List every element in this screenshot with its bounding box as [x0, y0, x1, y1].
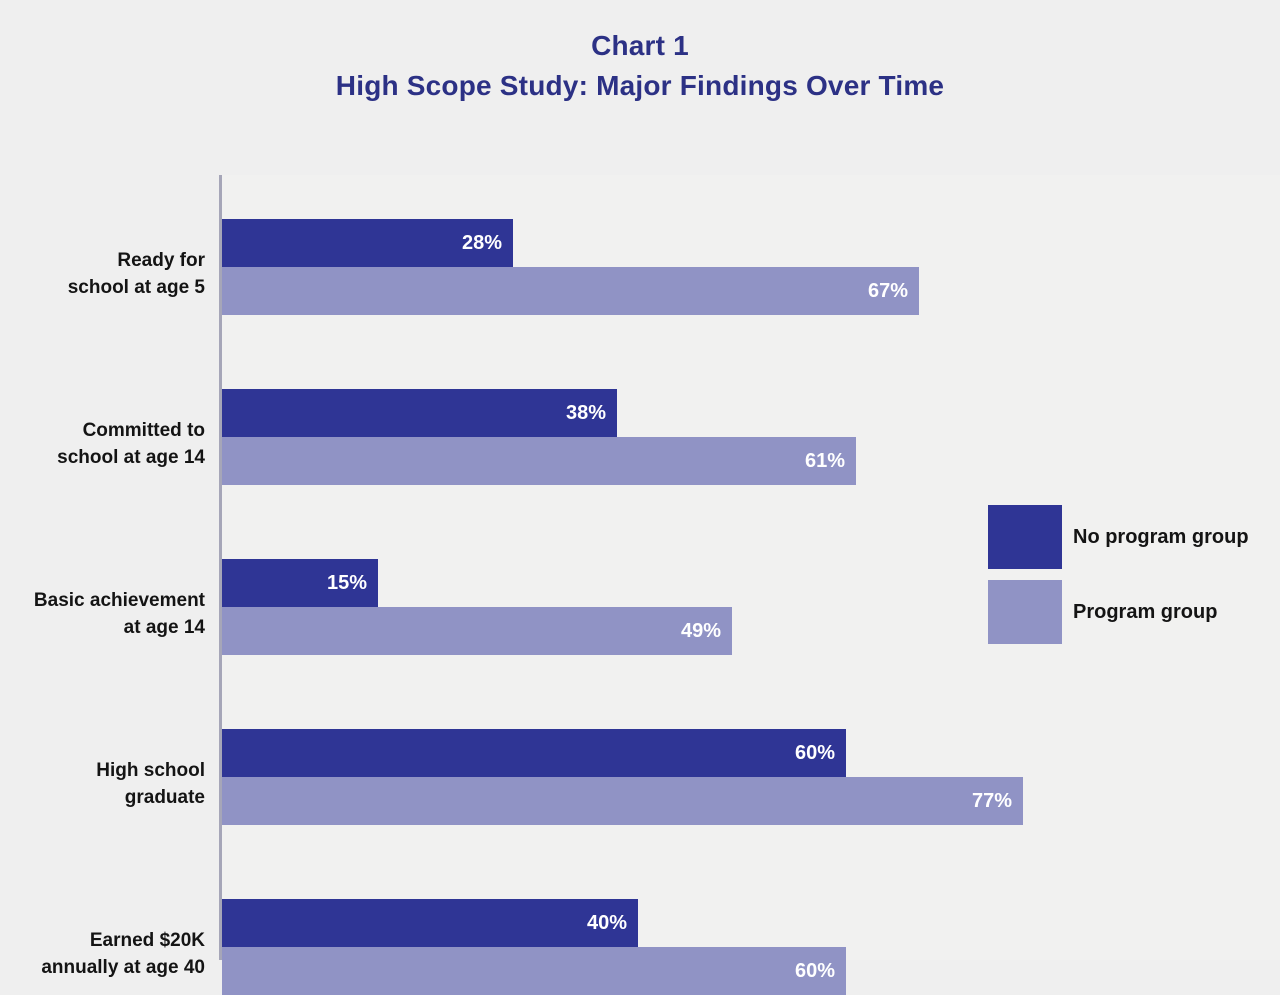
chart-title: Chart 1: [591, 30, 689, 61]
bar-value-label: 38%: [565, 401, 606, 424]
bar-program-group: 60%: [222, 947, 846, 995]
bar-no-program-group: 40%: [222, 899, 638, 947]
legend-label: No program group: [1073, 525, 1249, 548]
category-label-line: school at age 5: [67, 277, 205, 298]
chart-subtitle: High Scope Study: Major Findings Over Ti…: [335, 70, 945, 101]
bar-value-label: 60%: [794, 741, 835, 764]
bar-no-program-group: 38%: [222, 389, 617, 437]
legend-row: Program group: [988, 580, 1280, 644]
category-label-line: at age 14: [123, 617, 205, 638]
category-label: Ready for school at age 5: [0, 247, 205, 301]
category-label: Basic achievement at age 14: [0, 587, 205, 641]
category-label: High school graduate: [0, 757, 205, 811]
bar-value-label: 49%: [680, 619, 721, 642]
bar-value-label: 60%: [794, 959, 835, 982]
category-label-line: school at age 14: [57, 447, 205, 468]
category-label-line: Ready for: [117, 250, 205, 271]
bar-program-group: 61%: [222, 437, 856, 485]
legend-row: No program group: [988, 505, 1280, 569]
category-label-line: Earned $20K: [89, 930, 205, 951]
y-axis-line: [219, 175, 222, 960]
bar-value-label: 15%: [326, 571, 367, 594]
category-label: Earned $20K annually at age 40: [0, 927, 205, 981]
bar-program-group: 49%: [222, 607, 732, 655]
bar-no-program-group: 15%: [222, 559, 378, 607]
category-label-line: Basic achievement: [33, 590, 205, 611]
legend-label: Program group: [1073, 600, 1218, 623]
bar-program-group: 67%: [222, 267, 919, 315]
bar-chart: Chart 1 High Scope Study: Major Findings…: [0, 26, 1280, 995]
bar-value-label: 28%: [461, 231, 502, 254]
legend-swatch-no-program: [988, 505, 1062, 569]
category-label: Committed to school at age 14: [0, 417, 205, 471]
bar-value-label: 77%: [971, 789, 1012, 812]
category-label-line: graduate: [124, 787, 205, 808]
category-label-line: High school: [96, 760, 205, 781]
bar-program-group: 77%: [222, 777, 1023, 825]
legend-swatch-program: [988, 580, 1062, 644]
legend: No program group Program group: [988, 505, 1280, 655]
category-label-line: Committed to: [82, 420, 205, 441]
bar-no-program-group: 60%: [222, 729, 846, 777]
chart-title-block: Chart 1 High Scope Study: Major Findings…: [0, 26, 1280, 106]
bar-value-label: 40%: [586, 911, 627, 934]
bar-value-label: 67%: [867, 279, 908, 302]
bar-no-program-group: 28%: [222, 219, 513, 267]
bar-value-label: 61%: [804, 449, 845, 472]
category-label-line: annually at age 40: [41, 957, 205, 978]
